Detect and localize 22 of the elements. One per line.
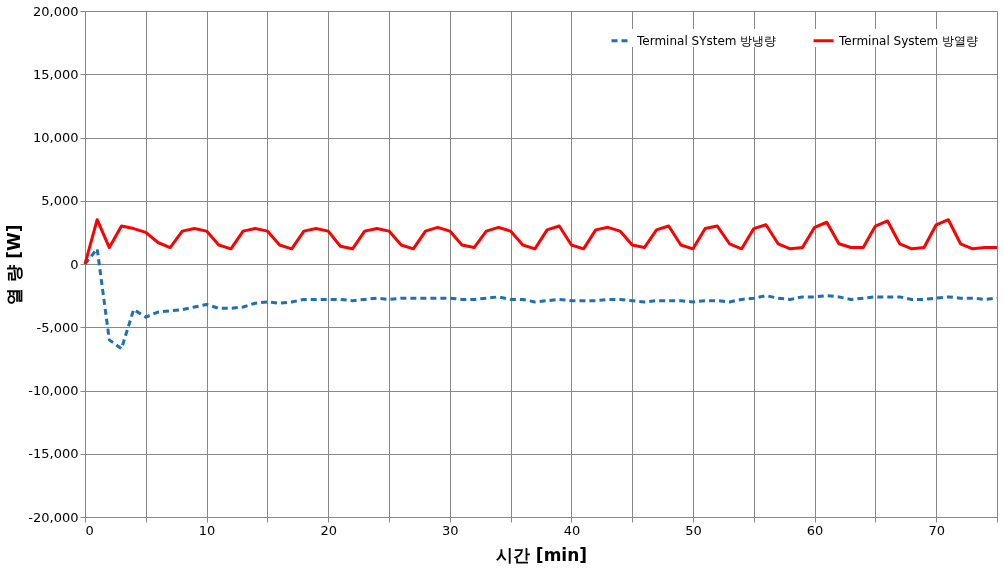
y-tick-label: 20,000 bbox=[33, 3, 79, 19]
x-tick-label: 60 bbox=[806, 522, 824, 538]
y-tick-label: 15,000 bbox=[33, 66, 79, 82]
x-tick-label: 10 bbox=[198, 522, 216, 538]
x-tick-label: 0 bbox=[85, 522, 94, 538]
y-tick-label: 0 bbox=[70, 256, 79, 272]
x-tick-label: 30 bbox=[442, 522, 459, 538]
x-tick-label: 50 bbox=[685, 522, 702, 538]
legend-label: Terminal SYstem 방냉량 bbox=[636, 33, 777, 48]
x-tick-label: 20 bbox=[320, 522, 337, 538]
y-tick-label: -15,000 bbox=[28, 446, 79, 462]
y-tick-label: 5,000 bbox=[41, 193, 79, 209]
y-tick-label: -20,000 bbox=[28, 509, 79, 525]
x-tick-label: 40 bbox=[563, 522, 581, 538]
y-tick-label: -10,000 bbox=[28, 383, 79, 398]
x-tick-label: 70 bbox=[928, 522, 945, 538]
y-tick-label: 10,000 bbox=[33, 130, 79, 145]
legend-label: Terminal System 방열량 bbox=[838, 33, 979, 48]
y-axis-title: 열 량 [W] bbox=[4, 224, 25, 305]
y-tick-label: -5,000 bbox=[36, 319, 79, 335]
x-axis-title: 시간 [min] bbox=[495, 544, 588, 565]
line-series bbox=[83, 218, 999, 266]
